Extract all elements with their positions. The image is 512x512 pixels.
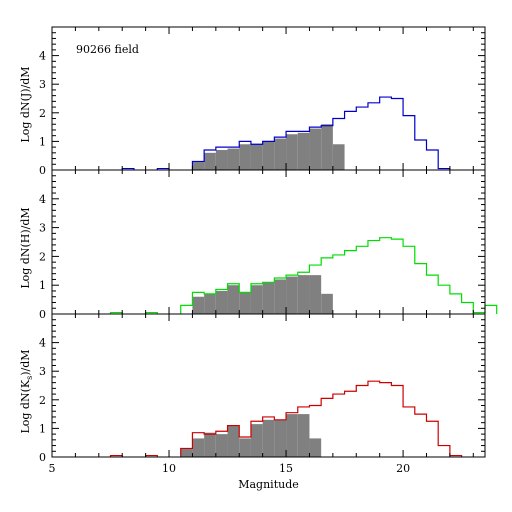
y-tick-label: 2: [39, 107, 46, 120]
filled-bar: [192, 161, 205, 170]
y-tick-label: 3: [39, 222, 46, 235]
filled-bar: [204, 293, 216, 314]
y-tick-label: 1: [39, 422, 46, 435]
filled-bar: [192, 296, 205, 314]
x-axis-label: Magnitude: [238, 478, 299, 491]
filled-bar: [297, 132, 310, 170]
filled-bar: [180, 448, 193, 457]
filled-bar: [204, 152, 216, 170]
x-tick-label: 5: [49, 462, 56, 475]
filled-bar: [227, 148, 240, 170]
y-axis-label: Log dN(Ks)/dM: [19, 349, 34, 433]
filled-bar: [309, 128, 322, 170]
filled-bar: [321, 124, 333, 170]
filled-bar: [274, 279, 287, 314]
filled-bar: [274, 419, 287, 457]
filled-bar: [309, 275, 322, 314]
filled-bar: [286, 276, 298, 314]
y-tick-label: 4: [39, 193, 46, 206]
filled-bar: [309, 438, 322, 457]
filled-bar: [297, 275, 310, 314]
filled-bar: [215, 149, 228, 170]
filled-bar: [250, 285, 263, 314]
y-tick-label: 2: [39, 250, 46, 263]
y-tick-label: 0: [39, 308, 46, 321]
y-tick-label: 1: [39, 279, 46, 292]
filled-bar: [297, 414, 310, 457]
filled-bar: [239, 292, 251, 314]
filled-bar: [215, 290, 228, 314]
panel-frame: [51, 313, 486, 458]
y-tick-label: 3: [39, 365, 46, 378]
filled-bar: [274, 138, 287, 170]
y-tick-label: 0: [39, 164, 46, 177]
filled-bar: [321, 293, 333, 314]
filled-bar: [239, 438, 251, 457]
y-tick-label: 1: [39, 135, 46, 148]
filled-bar: [262, 419, 275, 457]
y-axis-label: Log dN(J)/dM: [19, 66, 32, 142]
y-tick-label: 0: [39, 451, 46, 464]
x-tick-label: 10: [162, 462, 176, 475]
y-tick-label: 4: [39, 337, 46, 350]
x-tick-label: 15: [279, 462, 293, 475]
filled-bar: [286, 134, 298, 170]
filled-bar: [239, 144, 251, 170]
filled-bar: [332, 144, 345, 170]
field-annotation: 90266 field: [76, 43, 139, 56]
y-tick-label: 4: [39, 50, 46, 63]
panel-2: 0 1 2 3 4 Log dN(H)/dM: [19, 169, 498, 321]
panel-3: 0 1 2 3 4 Log dN(Ks)/dM 5 10 15 20 Magnitude: [19, 313, 486, 491]
panel-1: 0 1 2 3 4 Log dN(J)/dM 90266 field: [19, 26, 486, 177]
filled-bar: [215, 434, 228, 457]
filled-bar: [262, 141, 275, 170]
filled-bar: [192, 438, 205, 457]
filled-bar: [250, 424, 263, 457]
y-axis-label: Log dN(H)/dM: [19, 207, 32, 288]
y-tick-label: 2: [39, 394, 46, 407]
filled-bar: [227, 285, 240, 314]
filled-bar: [227, 425, 240, 457]
filled-bar: [262, 282, 275, 314]
filled-bar: [204, 432, 216, 457]
y-tick-label: 3: [39, 78, 46, 91]
filled-bar: [250, 144, 263, 170]
filled-bar: [286, 414, 298, 457]
x-tick-label: 20: [396, 462, 410, 475]
